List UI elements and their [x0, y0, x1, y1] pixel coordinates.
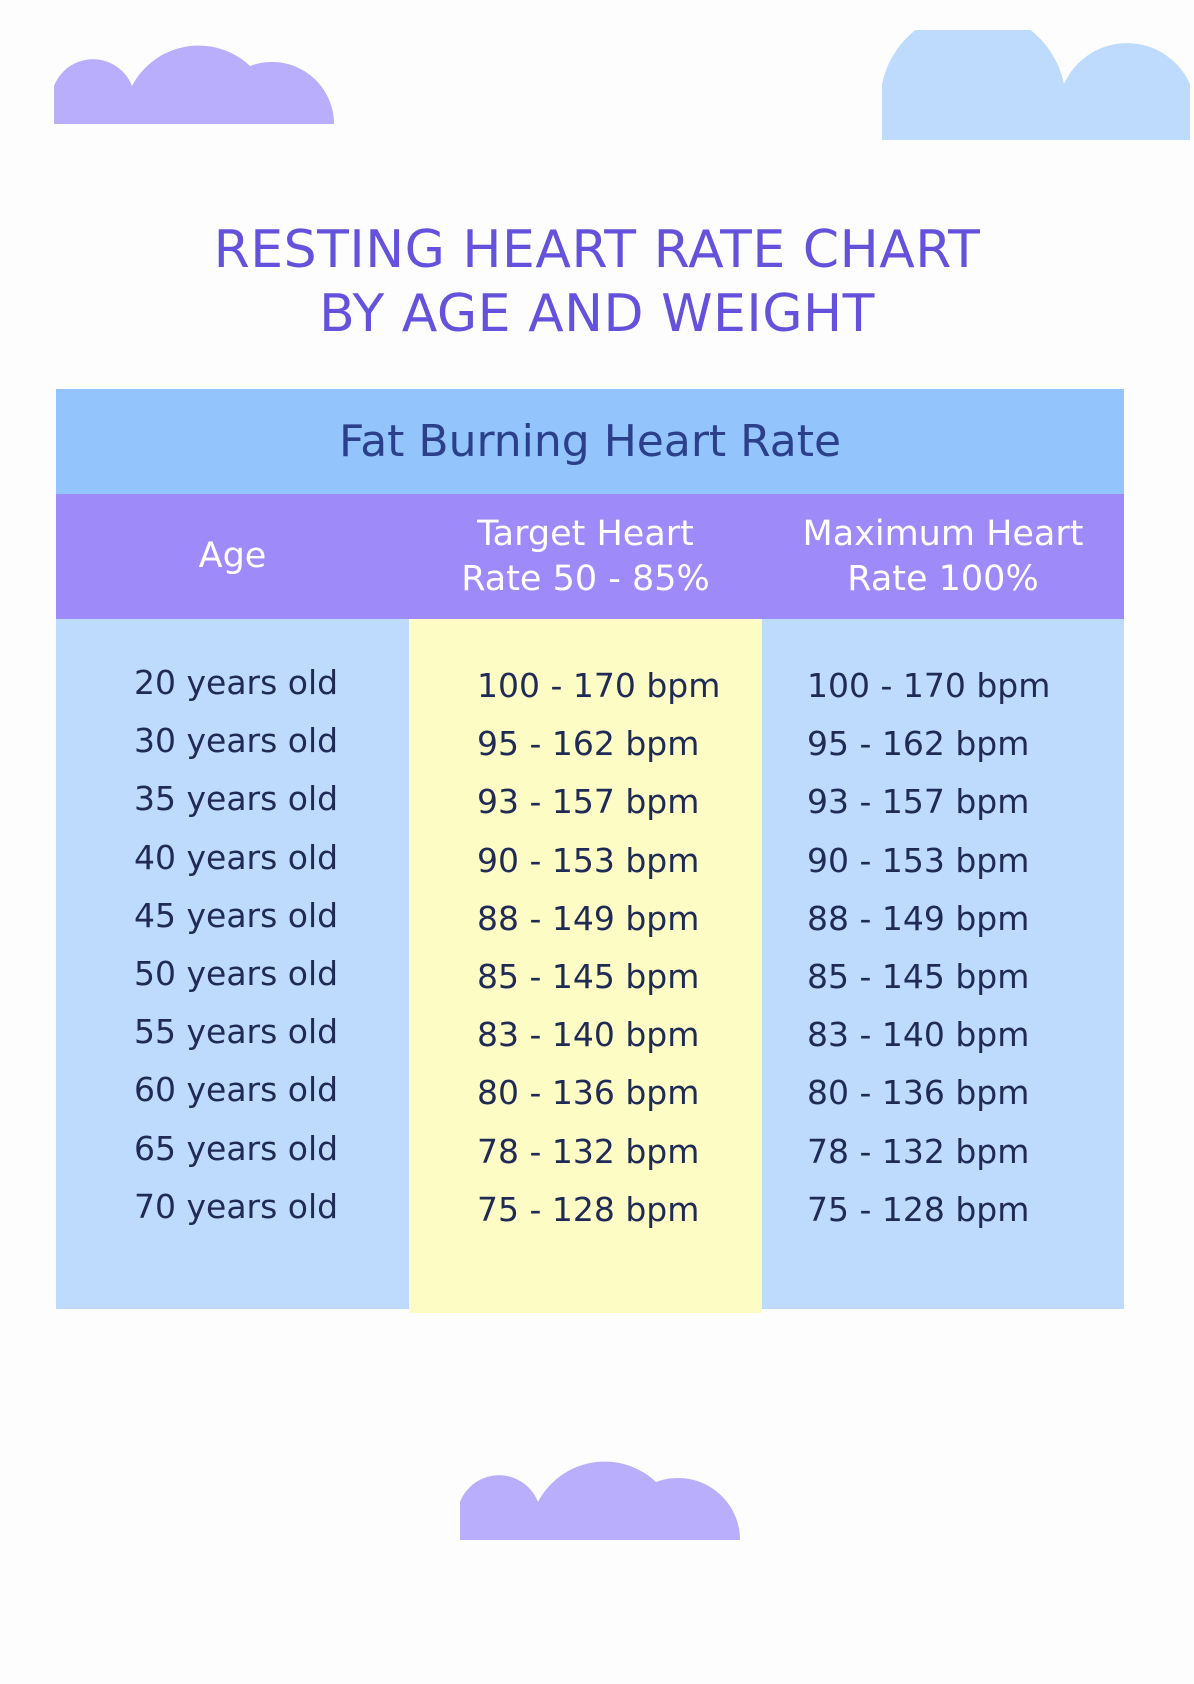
age-cell: 35 years old [134, 779, 339, 818]
age-cell: 30 years old [134, 721, 339, 760]
maximum-heart-rate-cell: 83 - 140 bpm [807, 1015, 1030, 1054]
target-heart-rate-cell: 75 - 128 bpm [477, 1190, 700, 1229]
table-title: Fat Burning Heart Rate [56, 389, 1124, 494]
maximum-heart-rate-cell: 78 - 132 bpm [807, 1132, 1030, 1171]
column-header-row: Age Target Heart Rate 50 - 85% Maximum H… [56, 494, 1124, 619]
maximum-heart-rate-cell: 93 - 157 bpm [807, 782, 1030, 821]
age-cell: 50 years old [134, 954, 339, 993]
target-heart-rate-cell: 88 - 149 bpm [477, 899, 700, 938]
heart-rate-table: Fat Burning Heart Rate Age Target Heart … [56, 389, 1124, 1313]
target-heart-rate-column: 100 - 170 bpm 95 - 162 bpm 93 - 157 bpm 90 … [409, 619, 762, 1313]
maximum-heart-rate-cell: 80 - 136 bpm [807, 1073, 1030, 1112]
page-title: RESTING HEART RATE CHART BY AGE AND WEIG… [213, 220, 981, 344]
cloud-icon [882, 30, 1190, 140]
cloud-icon [54, 45, 334, 124]
maximum-heart-rate-cell: 75 - 128 bpm [807, 1190, 1030, 1229]
column-header-age: Age [198, 536, 267, 576]
maximum-heart-rate-cell: 88 - 149 bpm [807, 899, 1030, 938]
maximum-heart-rate-cell: 85 - 145 bpm [807, 957, 1030, 996]
maximum-heart-rate-column: 100 - 170 bpm 95 - 162 bpm 93 - 157 bpm 90 … [762, 619, 1124, 1309]
target-heart-rate-cell: 95 - 162 bpm [477, 724, 700, 763]
column-header-target-heart-rate: Target Heart Rate 50 - 85% [461, 513, 710, 599]
target-heart-rate-cell: 80 - 136 bpm [477, 1073, 700, 1112]
target-heart-rate-cell: 78 - 132 bpm [477, 1132, 700, 1171]
column-header-maximum-heart-rate: Maximum Heart Rate 100% [802, 513, 1084, 599]
maximum-heart-rate-cell: 100 - 170 bpm [807, 666, 1051, 705]
age-cell: 45 years old [134, 896, 339, 935]
target-heart-rate-cell: 93 - 157 bpm [477, 782, 700, 821]
age-cell: 40 years old [134, 838, 339, 877]
maximum-heart-rate-cell: 95 - 162 bpm [807, 724, 1030, 763]
cloud-icon [460, 1461, 740, 1540]
age-cell: 55 years old [134, 1012, 339, 1051]
age-cell: 60 years old [134, 1070, 339, 1109]
age-column: 20 years old 30 years old 35 years old 40 y… [56, 619, 409, 1309]
age-cell: 20 years old [134, 663, 339, 702]
target-heart-rate-cell: 90 - 153 bpm [477, 841, 700, 880]
target-heart-rate-cell: 85 - 145 bpm [477, 957, 700, 996]
target-heart-rate-cell: 100 - 170 bpm [477, 666, 721, 705]
age-cell: 65 years old [134, 1129, 339, 1168]
age-cell: 70 years old [134, 1187, 339, 1226]
target-heart-rate-cell: 83 - 140 bpm [477, 1015, 700, 1054]
maximum-heart-rate-cell: 90 - 153 bpm [807, 841, 1030, 880]
